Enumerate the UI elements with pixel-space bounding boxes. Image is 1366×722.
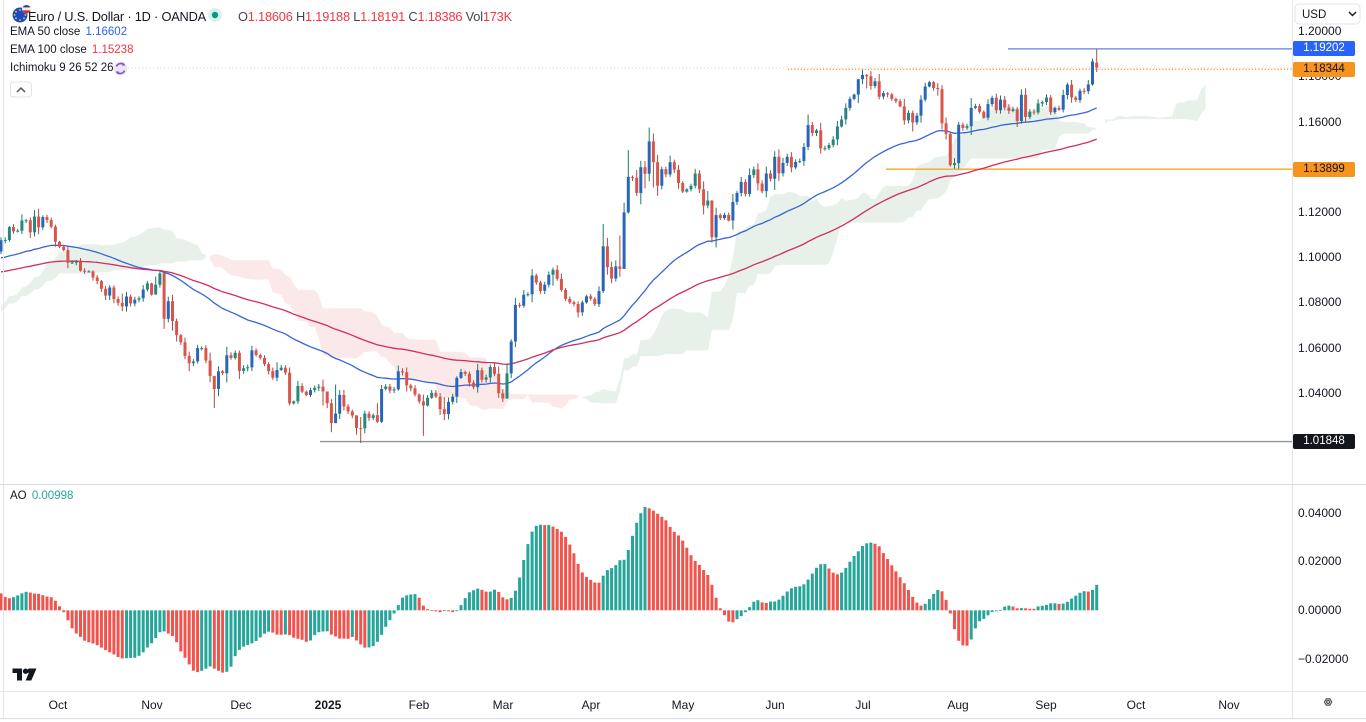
svg-text:USD: USD [1302,9,1326,21]
